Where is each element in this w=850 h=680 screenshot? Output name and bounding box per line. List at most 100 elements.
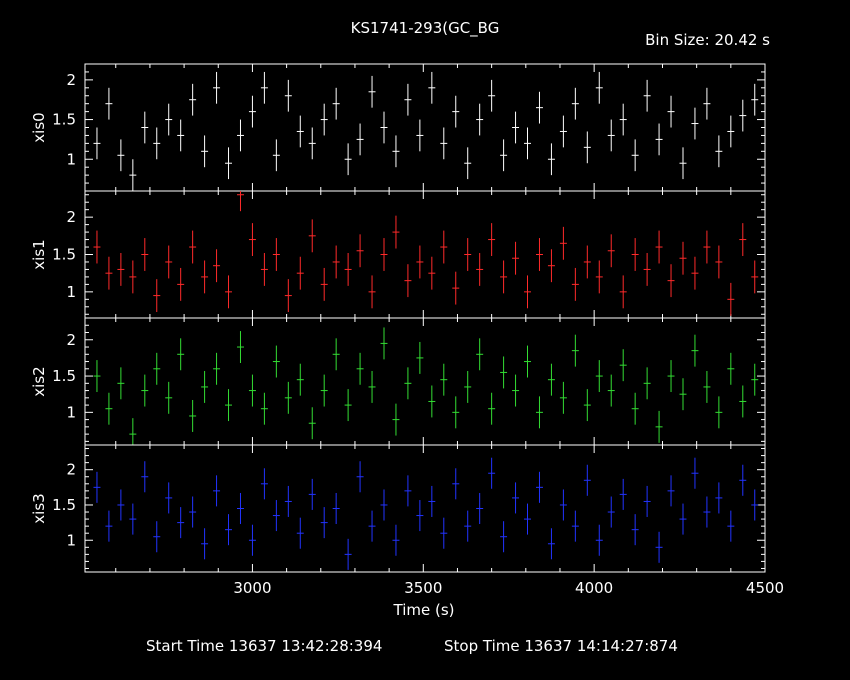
data-point: [631, 392, 639, 425]
data-point: [571, 87, 579, 120]
data-point: [703, 496, 711, 528]
data-point: [727, 510, 735, 542]
y-tick-label: 2: [66, 208, 76, 226]
chart-title: KS1741-293(GC_BG: [351, 19, 500, 38]
data-point: [631, 238, 639, 271]
data-point: [368, 275, 376, 309]
data-point: [248, 223, 256, 256]
data-point: [739, 464, 747, 496]
data-point: [416, 119, 424, 152]
data-point: [715, 135, 723, 168]
data-point: [189, 400, 197, 432]
data-point: [679, 147, 687, 180]
y-axis-label: xis3: [30, 493, 48, 523]
data-point: [488, 457, 496, 489]
data-point: [476, 492, 484, 525]
data-point: [751, 260, 759, 294]
data-point: [751, 489, 759, 521]
y-axis-label: xis2: [30, 366, 48, 396]
y-tick-label: 2: [66, 461, 76, 479]
data-point: [284, 485, 292, 517]
data-point: [117, 489, 125, 521]
panel-frame: [84, 444, 766, 573]
x-tick-label: 4000: [575, 579, 613, 597]
data-point: [416, 341, 424, 374]
data-point: [559, 115, 567, 148]
data-point: [739, 385, 747, 418]
data-point: [177, 267, 185, 301]
data-point: [332, 492, 340, 525]
data-point: [691, 457, 699, 489]
panel-frame: [84, 317, 766, 446]
data-point: [344, 253, 352, 286]
y-tick-label: 1.5: [52, 496, 76, 514]
data-point: [153, 279, 161, 313]
data-point: [177, 507, 185, 539]
data-point: [248, 524, 256, 556]
data-point: [105, 87, 113, 120]
data-point: [356, 234, 364, 268]
data-point: [416, 245, 424, 279]
data-point: [547, 528, 555, 560]
data-point: [655, 410, 663, 443]
data-point: [703, 87, 711, 120]
y-axis-label: xis0: [30, 112, 48, 142]
data-point: [595, 71, 603, 104]
data-point: [512, 374, 520, 407]
y-tick-label: 2: [66, 71, 76, 89]
data-point: [368, 75, 376, 108]
data-point: [559, 226, 567, 260]
data-point: [571, 334, 579, 367]
data-point: [619, 349, 627, 382]
x-axis-label: Time (s): [393, 601, 455, 619]
data-point: [691, 107, 699, 140]
data-point: [535, 471, 543, 503]
start-time-label: Start Time 13637 13:42:28:394: [146, 637, 382, 655]
data-point: [117, 367, 125, 400]
data-point: [452, 468, 460, 500]
data-point: [260, 253, 268, 286]
y-tick-label: 1: [66, 531, 76, 549]
data-point: [428, 485, 436, 517]
data-point: [440, 363, 448, 396]
data-point: [213, 352, 221, 385]
data-point: [296, 517, 304, 549]
data-point: [320, 374, 328, 407]
data-point: [201, 260, 209, 294]
data-point: [631, 514, 639, 546]
y-tick-label: 1: [66, 403, 76, 421]
data-point: [631, 139, 639, 172]
data-point: [404, 475, 412, 507]
data-point: [320, 267, 328, 301]
data-point: [488, 79, 496, 112]
data-point: [643, 485, 651, 517]
y-tick-label: 2: [66, 331, 76, 349]
data-point: [727, 282, 735, 316]
data-point: [512, 111, 520, 144]
data-point: [619, 103, 627, 136]
data-point: [165, 245, 173, 279]
series-xis0: [93, 71, 759, 191]
data-point: [667, 360, 675, 393]
data-point: [177, 119, 185, 152]
data-point: [320, 507, 328, 539]
x-axis: 3000 3500 4000 4500: [233, 579, 784, 597]
data-point: [607, 496, 615, 528]
data-point: [488, 392, 496, 425]
data-point: [583, 464, 591, 496]
data-point: [727, 352, 735, 385]
data-point: [201, 135, 209, 168]
data-point: [380, 111, 388, 144]
panels-group: 1 1.5 2 xis0 1 1.5 2 xis1 1 1.5 2 xis2 1 1.5 2 xis3: [30, 63, 766, 573]
data-point: [643, 253, 651, 286]
data-point: [667, 95, 675, 128]
data-point: [535, 396, 543, 429]
data-point: [703, 230, 711, 264]
data-point: [141, 461, 149, 493]
data-point: [165, 103, 173, 136]
data-point: [260, 468, 268, 500]
data-point: [225, 275, 233, 309]
data-point: [296, 363, 304, 396]
x-tick-label: 3500: [404, 579, 442, 597]
